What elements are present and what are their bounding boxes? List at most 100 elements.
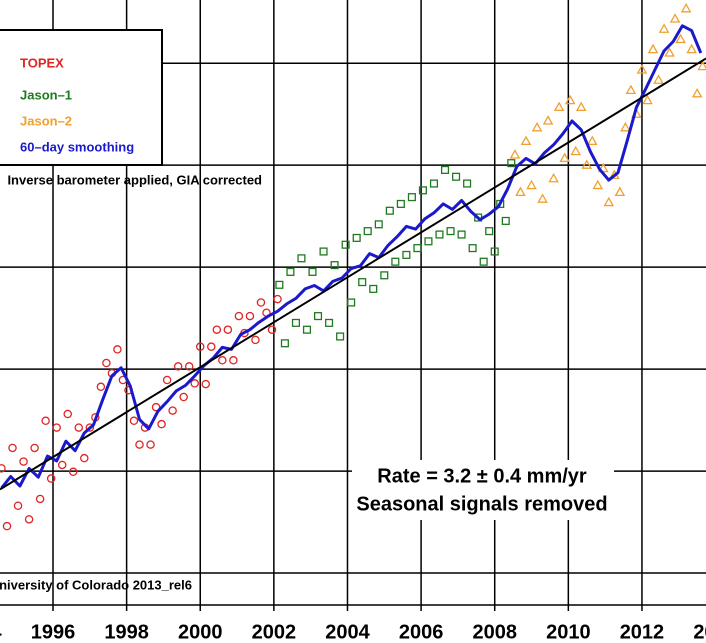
data-point — [229, 356, 238, 365]
source-note: University of Colorado 2013_rel6 — [0, 577, 192, 592]
data-point — [234, 311, 244, 321]
legend-box — [0, 29, 163, 166]
data-point — [570, 145, 582, 156]
data-point — [413, 244, 422, 253]
data-point — [380, 271, 389, 280]
data-point — [325, 318, 334, 327]
x-tick-label: 2006 — [399, 621, 444, 643]
data-point — [391, 257, 400, 266]
x-tick-label: 2004 — [325, 621, 370, 643]
data-point — [358, 278, 367, 287]
data-point — [19, 457, 28, 466]
data-point — [195, 342, 205, 351]
data-point — [407, 193, 416, 202]
rate-annotation: Rate = 3.2 ± 0.4 mm/yr — [377, 465, 587, 487]
data-point — [526, 179, 537, 190]
data-point — [190, 379, 199, 388]
data-point — [297, 254, 306, 263]
trend-line — [0, 57, 706, 491]
data-point — [675, 33, 686, 44]
data-point — [286, 267, 295, 276]
data-point — [330, 261, 339, 270]
data-point — [620, 121, 631, 132]
legend-label: Jason–2 — [20, 113, 72, 128]
data-point — [653, 74, 664, 84]
data-point — [85, 423, 95, 432]
data-point — [647, 43, 659, 54]
data-point — [396, 199, 405, 208]
data-point — [347, 298, 356, 307]
data-point — [564, 94, 576, 105]
plot-marks — [0, 3, 706, 531]
data-point — [63, 409, 72, 419]
data-point — [280, 339, 289, 348]
data-point — [113, 345, 122, 354]
data-point — [642, 94, 653, 105]
data-point — [256, 298, 266, 307]
data-point — [8, 443, 17, 453]
x-tick-label: 2000 — [178, 621, 223, 643]
data-point — [151, 402, 161, 412]
data-point — [80, 453, 89, 463]
data-point — [207, 342, 216, 351]
data-point — [135, 440, 144, 449]
data-point — [212, 325, 222, 334]
data-point — [363, 227, 372, 236]
data-point — [0, 464, 6, 473]
data-point — [636, 64, 648, 74]
data-point — [251, 335, 260, 345]
data-point — [179, 392, 188, 402]
data-point — [501, 216, 510, 225]
data-point — [245, 311, 255, 321]
annotation-background — [352, 460, 614, 520]
data-point — [291, 318, 300, 327]
x-tick-label: 2014 — [693, 621, 706, 643]
data-point — [162, 375, 172, 385]
data-point — [446, 227, 455, 236]
data-point — [592, 179, 604, 190]
data-point — [658, 23, 670, 33]
data-point — [341, 240, 350, 249]
data-point — [129, 416, 139, 426]
legend: TOPEX Jason–1 Jason–2 60–day smoothing — [20, 55, 134, 154]
data-point — [352, 233, 361, 242]
data-point — [424, 237, 433, 246]
data-point — [520, 135, 532, 146]
data-point — [614, 186, 626, 197]
data-point — [664, 47, 675, 57]
x-tick-label: 2012 — [620, 621, 665, 643]
data-point — [168, 406, 177, 415]
data-point — [385, 206, 394, 215]
x-tick-label: 2002 — [252, 621, 297, 643]
data-point — [485, 227, 494, 236]
data-point — [463, 179, 472, 188]
data-point — [184, 362, 194, 371]
data-point — [223, 325, 233, 334]
data-point — [41, 416, 50, 426]
x-tick-label: 1994 — [0, 621, 3, 643]
data-point — [275, 280, 284, 289]
data-point — [218, 356, 227, 365]
data-point — [96, 382, 106, 392]
data-point — [625, 84, 637, 95]
seasonal-annotation: Seasonal signals removed — [356, 493, 607, 515]
data-point — [686, 43, 697, 54]
data-point — [157, 419, 166, 429]
data-point — [691, 87, 703, 98]
data-point — [30, 443, 39, 453]
data-point — [509, 149, 521, 159]
data-point — [319, 247, 328, 256]
data-point — [313, 312, 323, 321]
data-point — [24, 515, 34, 524]
data-point — [146, 440, 155, 449]
data-point — [452, 172, 461, 181]
data-point — [369, 284, 378, 293]
data-point — [418, 186, 427, 195]
data-point — [402, 250, 411, 259]
data-point — [531, 121, 543, 132]
data-point — [52, 423, 61, 432]
data-point — [336, 332, 345, 341]
data-point — [435, 230, 444, 239]
